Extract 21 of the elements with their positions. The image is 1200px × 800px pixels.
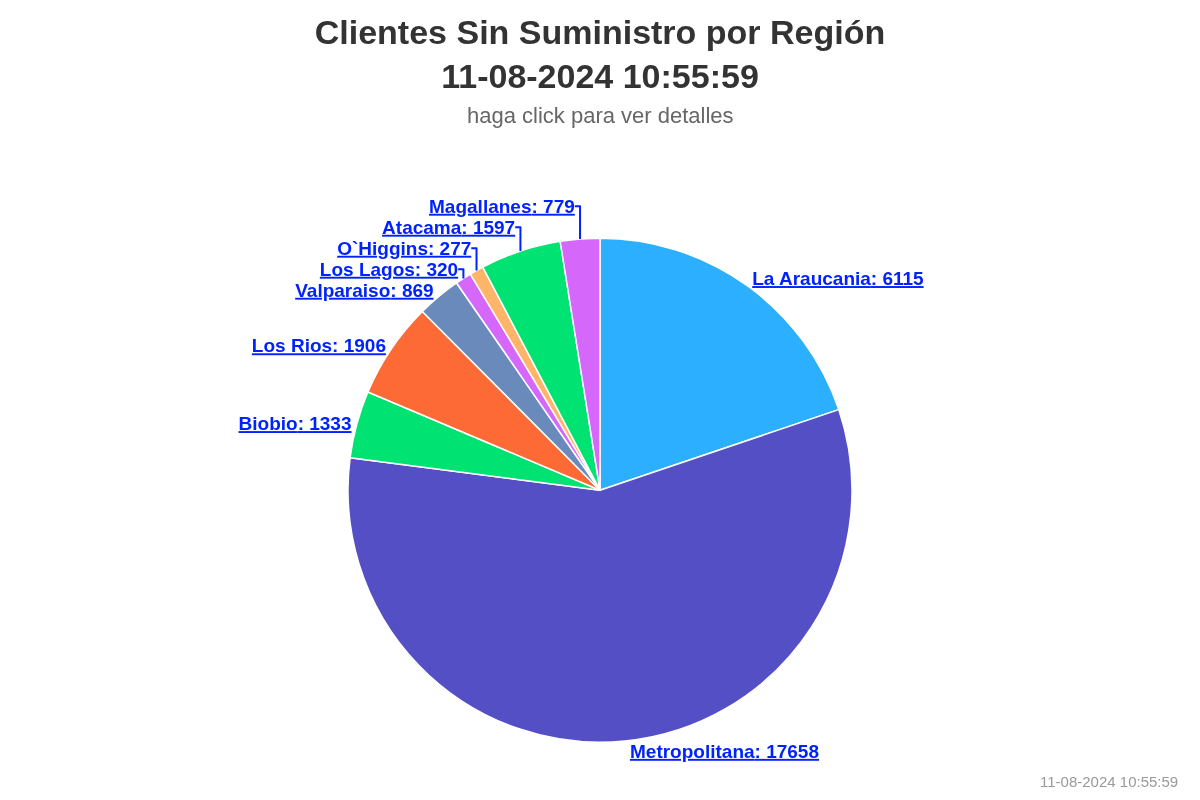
data-label: : 6115 xyxy=(870,268,925,290)
data-label: : 1333 xyxy=(297,413,352,435)
data-label: : 1597 xyxy=(461,216,516,238)
chart-subtitle: haga click para ver detalles xyxy=(467,103,734,128)
data-label: : 277 xyxy=(427,237,472,259)
slice-label: Los Lagos xyxy=(319,258,415,280)
slice-label: Magallanes xyxy=(429,195,532,217)
data-label: : 869 xyxy=(390,279,434,301)
data-label: : 1906 xyxy=(332,335,386,357)
slice-label: La Araucania xyxy=(752,268,872,290)
chart-title: Clientes Sin Suministro por Región 11-08-2024 10:55:59 xyxy=(314,13,886,96)
slice-label: Atacama xyxy=(382,216,462,238)
text: 11-08-2024 10:55:59 xyxy=(1040,773,1179,790)
slice-label: Metropolitana xyxy=(630,740,755,762)
slice-label: Los Rios xyxy=(251,335,333,357)
data-label: : 779 xyxy=(531,195,575,217)
slice-label: O`Higgins xyxy=(337,237,428,259)
slice-label: Biobio xyxy=(238,413,298,435)
slice-label: Valparaiso xyxy=(295,279,391,301)
data-label: : 17658 xyxy=(754,740,820,762)
data-label: : 320 xyxy=(414,258,459,280)
